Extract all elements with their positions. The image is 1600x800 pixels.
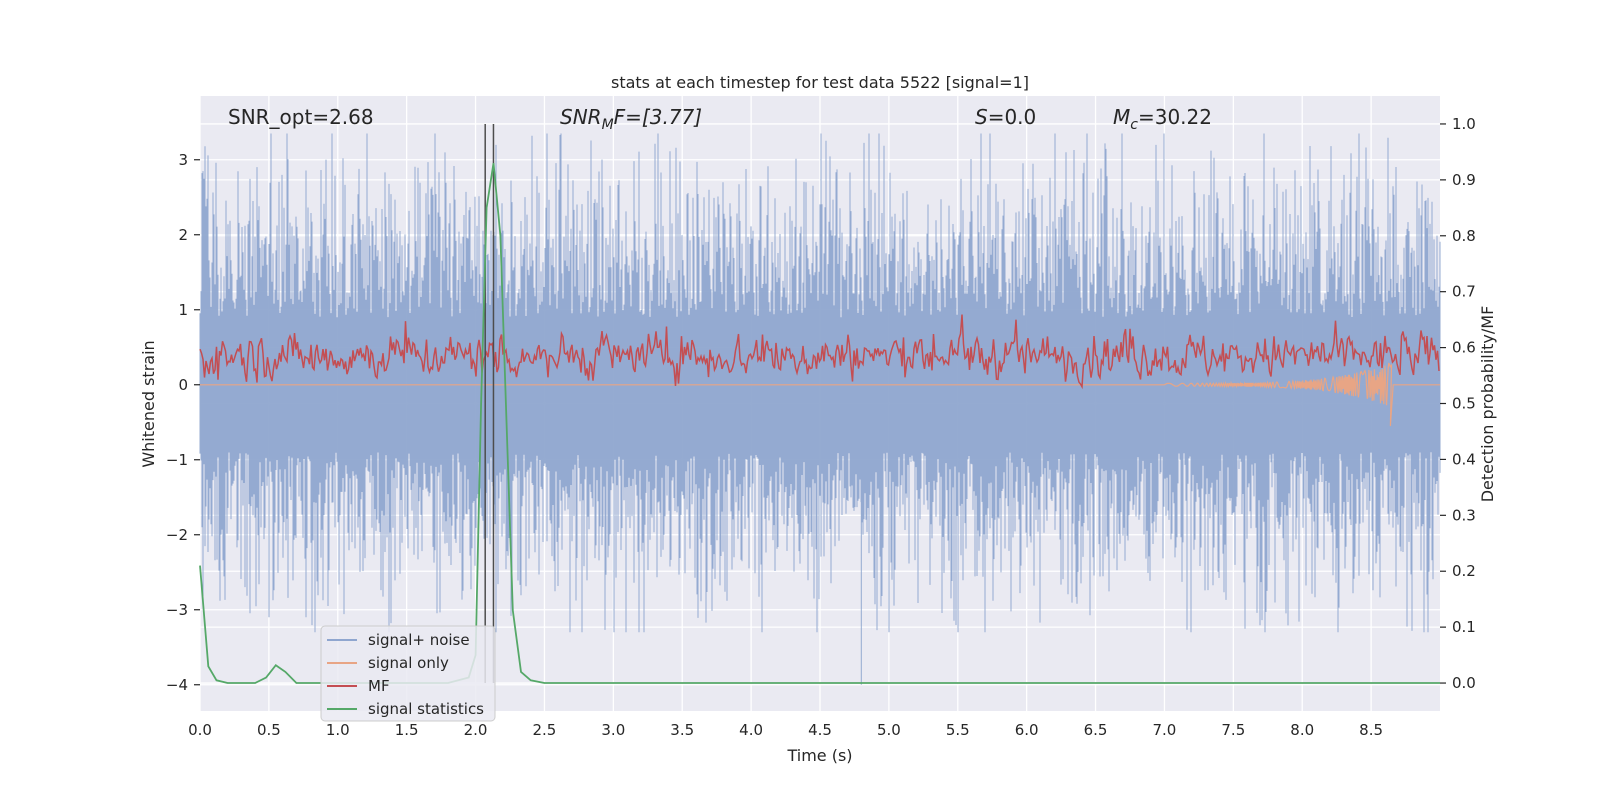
x-tick-label: 1.0 xyxy=(326,721,350,739)
mc-value: =30.22 xyxy=(1138,105,1212,129)
annotation-s: S=0.0 xyxy=(975,105,1036,129)
s-value: =0.0 xyxy=(988,105,1037,129)
snr-mf-sub: M xyxy=(602,117,614,133)
snr-mf-f: F=[3.77] xyxy=(614,105,702,129)
signal-noise-series xyxy=(199,133,1441,685)
snr-mf-base: SNR xyxy=(560,105,602,129)
y-left-tick-label: −3 xyxy=(166,601,188,619)
annotation-mc: Mc=30.22 xyxy=(1113,105,1212,133)
annotation-snr-opt: SNR_opt=2.68 xyxy=(228,105,374,129)
y-left-tick-label: 1 xyxy=(178,301,188,319)
x-tick-label: 8.5 xyxy=(1359,721,1383,739)
y-right-tick-label: 0.5 xyxy=(1452,395,1476,413)
y-left-tick-label: −1 xyxy=(166,451,188,469)
y-right-tick-label: 0.1 xyxy=(1452,618,1476,636)
x-tick-label: 1.5 xyxy=(395,721,419,739)
annotation-snr-mf: SNRMF=[3.77] xyxy=(560,105,702,133)
mf-line xyxy=(199,314,1440,390)
x-tick-label: 4.0 xyxy=(739,721,763,739)
legend-box xyxy=(320,625,496,722)
signal-noise-line xyxy=(199,133,1441,685)
y-right-tick-label: 0.7 xyxy=(1452,283,1476,301)
y-right-tick-label: 0.2 xyxy=(1452,562,1476,580)
legend: signal+ noise signal only MF signal statist… xyxy=(320,625,496,722)
y-left-tick-label: −2 xyxy=(166,526,188,544)
y-left-tick-label: 2 xyxy=(178,226,188,244)
vertical-markers xyxy=(484,123,495,684)
y-right-tick-label: 0.4 xyxy=(1452,450,1476,468)
x-tick-label: 5.0 xyxy=(877,721,901,739)
x-tick-label: 3.5 xyxy=(670,721,694,739)
x-axis-label: Time (s) xyxy=(786,746,852,765)
x-tick-label: 3.0 xyxy=(601,721,625,739)
x-tick-label: 4.5 xyxy=(808,721,832,739)
x-tick-label: 6.5 xyxy=(1084,721,1108,739)
y-right-tick-labels: 1.0 0.9 0.8 0.7 0.6 0.5 0.4 0.3 0.2 0.1 0.0 xyxy=(1440,115,1476,692)
y-left-tick-labels: 3 2 1 0 −1 −2 −3 −4 xyxy=(166,151,200,694)
x-tick-label: 8.0 xyxy=(1290,721,1314,739)
signal-only-line xyxy=(200,362,1440,427)
legend-label: signal+ noise xyxy=(368,631,470,649)
y-right-tick-label: 0.3 xyxy=(1452,506,1476,524)
legend-label: signal statistics xyxy=(368,700,484,718)
y-right-tick-label: 0.0 xyxy=(1452,674,1476,692)
signal-only-series xyxy=(200,362,1440,427)
y-left-tick-label: 3 xyxy=(178,151,188,169)
legend-label: MF xyxy=(368,677,390,695)
x-tick-label: 2.0 xyxy=(464,721,488,739)
y-right-tick-label: 0.6 xyxy=(1452,339,1476,357)
y-right-axis-label: Detection probability/MF xyxy=(1478,306,1497,503)
y-left-tick-label: 0 xyxy=(178,376,188,394)
legend-label: signal only xyxy=(368,654,449,672)
y-right-tick-label: 1.0 xyxy=(1452,115,1476,133)
y-left-tick-label: −4 xyxy=(166,676,188,694)
x-tick-label: 0.0 xyxy=(188,721,212,739)
y-right-tick-label: 0.8 xyxy=(1452,227,1476,245)
y-right-tick-label: 0.9 xyxy=(1452,171,1476,189)
x-tick-label: 7.5 xyxy=(1221,721,1245,739)
chart-title: stats at each timestep for test data 552… xyxy=(611,73,1029,92)
x-tick-label: 6.0 xyxy=(1015,721,1039,739)
mf-series xyxy=(199,314,1440,390)
y-left-axis-label: Whitened strain xyxy=(139,340,158,467)
x-tick-label: 5.5 xyxy=(946,721,970,739)
x-tick-label: 2.5 xyxy=(533,721,557,739)
x-tick-labels: 0.0 0.5 1.0 1.5 2.0 2.5 3.0 3.5 4.0 4.5 5.0 5.5 6.0 6… xyxy=(188,721,1383,739)
x-tick-label: 7.0 xyxy=(1153,721,1177,739)
mc-var: M xyxy=(1113,105,1130,129)
x-tick-label: 0.5 xyxy=(257,721,281,739)
mc-sub: c xyxy=(1130,117,1138,133)
s-var: S xyxy=(975,105,988,129)
